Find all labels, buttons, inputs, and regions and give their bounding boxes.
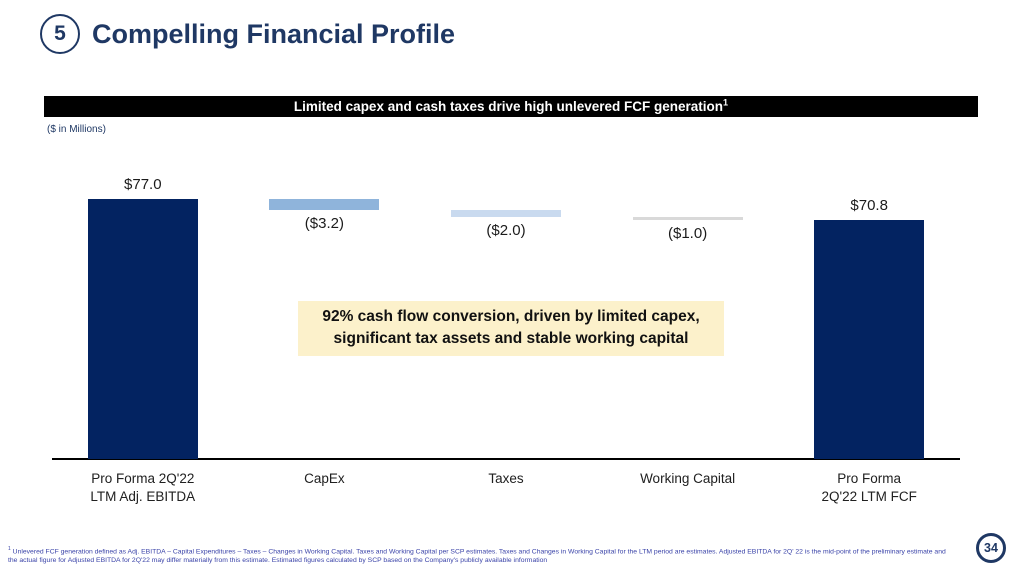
bar-value-label: $70.8 — [850, 196, 888, 214]
banner-footnote-marker: 1 — [723, 97, 729, 108]
page-number-badge: 34 — [976, 533, 1006, 563]
x-axis-category-label: Taxes — [488, 471, 524, 486]
section-number-badge: 5 — [40, 14, 80, 54]
units-label: ($ in Millions) — [47, 124, 106, 135]
footnote-text: Unlevered FCF generation defined as Adj.… — [8, 548, 946, 565]
x-axis-category-label: Pro Forma 2Q'22 LTM FCF — [821, 471, 917, 505]
x-axis-line — [52, 458, 960, 460]
x-axis-category-label: CapEx — [304, 471, 345, 486]
bar-value-label: ($2.0) — [486, 221, 526, 239]
callout-box: 92% cash flow conversion, driven by limi… — [298, 301, 724, 356]
waterfall-bar — [814, 219, 925, 459]
footnote: 1 Unlevered FCF generation defined as Ad… — [8, 546, 956, 566]
page-title: Compelling Financial Profile — [92, 18, 456, 49]
waterfall-bar — [87, 199, 198, 459]
page-number: 34 — [984, 541, 998, 555]
bar-value-label: $77.0 — [124, 176, 162, 193]
footnote-marker: 1 — [8, 546, 11, 552]
chart-title-banner: Limited capex and cash taxes drive high … — [44, 96, 978, 117]
chart-title-text: Limited capex and cash taxes drive high … — [293, 97, 729, 114]
section-number: 5 — [54, 22, 66, 45]
bar-value-label: ($1.0) — [668, 224, 708, 242]
bar-value-label: ($3.2) — [304, 214, 344, 232]
x-axis-category-label: Pro Forma 2Q'22 LTM Adj. EBITDA — [90, 471, 196, 505]
waterfall-bar — [632, 216, 743, 220]
waterfall-bar — [451, 209, 561, 217]
x-axis-category-label: Working Capital — [640, 471, 736, 486]
slide-header: 5 Compelling Financial Profile — [40, 14, 455, 54]
waterfall-bar — [269, 199, 380, 210]
